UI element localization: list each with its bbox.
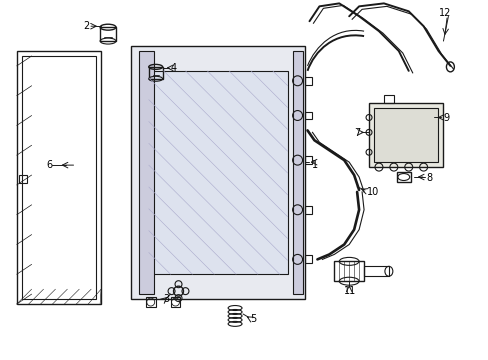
Bar xyxy=(170,297,180,307)
Text: 1: 1 xyxy=(311,160,317,170)
Bar xyxy=(145,297,155,307)
Text: 3: 3 xyxy=(163,294,169,304)
Bar xyxy=(304,77,312,85)
Text: 9: 9 xyxy=(443,113,448,123)
Bar xyxy=(148,67,163,79)
Text: 6: 6 xyxy=(46,160,53,170)
Text: 12: 12 xyxy=(438,8,450,18)
Bar xyxy=(304,206,312,214)
Ellipse shape xyxy=(446,62,453,72)
Bar xyxy=(396,172,410,182)
Text: 4: 4 xyxy=(170,63,176,73)
Bar xyxy=(304,156,312,164)
Bar xyxy=(304,112,312,120)
Text: 8: 8 xyxy=(426,173,432,183)
Bar xyxy=(139,51,153,294)
Bar xyxy=(368,103,443,167)
Bar xyxy=(373,108,438,162)
Bar xyxy=(415,112,431,123)
Bar xyxy=(334,261,364,281)
Bar xyxy=(148,71,287,274)
Text: 5: 5 xyxy=(249,314,256,324)
Text: 10: 10 xyxy=(366,187,379,197)
Bar xyxy=(383,95,393,103)
Bar xyxy=(364,266,388,276)
Bar xyxy=(292,51,302,294)
Bar xyxy=(100,27,116,41)
Bar xyxy=(304,255,312,264)
Bar xyxy=(17,51,101,304)
Bar xyxy=(131,46,304,299)
Bar xyxy=(19,175,27,183)
Text: 2: 2 xyxy=(83,21,89,31)
Text: 11: 11 xyxy=(344,286,356,296)
Bar xyxy=(21,56,96,299)
Text: 7: 7 xyxy=(353,129,360,138)
